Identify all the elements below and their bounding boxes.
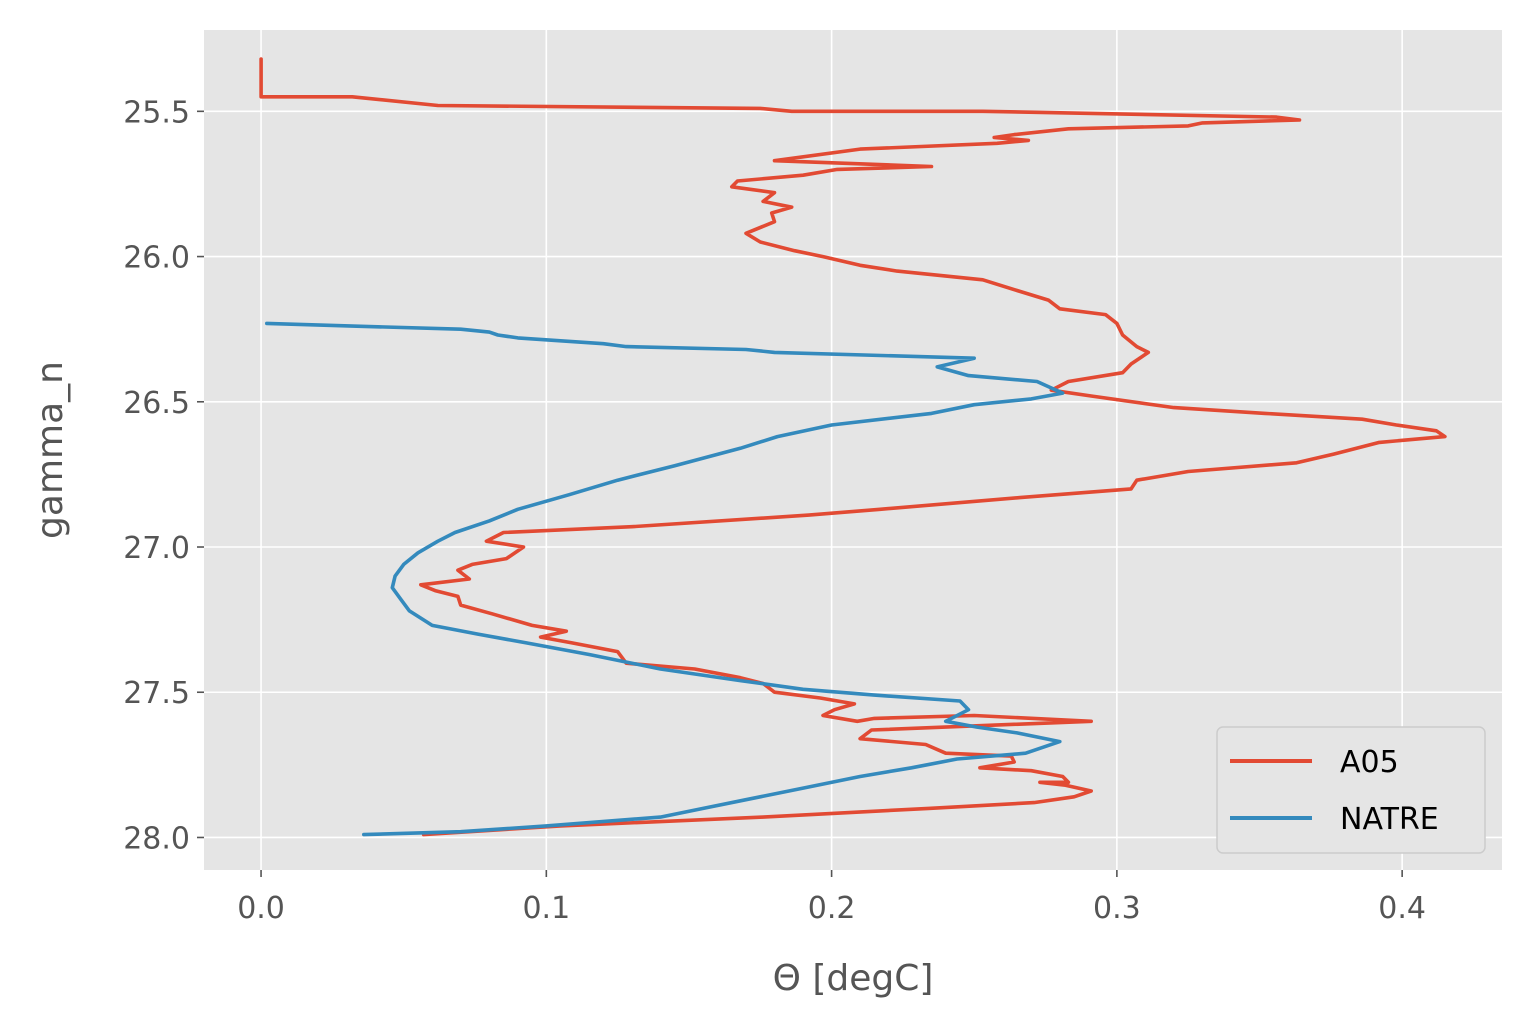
x-axis-ticks: 0.0 0.1 0.2 0.3 0.4 xyxy=(237,870,1426,926)
y-tick-label: 27.5 xyxy=(123,676,190,711)
y-tick-label: 27.0 xyxy=(123,531,190,566)
legend-label-natre: NATRE xyxy=(1340,802,1439,837)
y-tick-label: 25.5 xyxy=(123,95,190,130)
x-tick-label: 0.0 xyxy=(237,891,285,926)
y-tick-label: 28.0 xyxy=(123,821,190,856)
legend: A05 NATRE xyxy=(1216,726,1486,854)
series-line-natre xyxy=(264,321,1065,837)
series-layer xyxy=(259,57,1447,837)
legend-box xyxy=(1216,726,1486,854)
legend-label-a05: A05 xyxy=(1340,745,1399,780)
y-tick-label: 26.0 xyxy=(123,241,190,276)
grid xyxy=(204,30,1502,870)
y-axis-label: gamma_n xyxy=(30,361,71,539)
x-tick-label: 0.4 xyxy=(1378,891,1426,926)
x-tick-label: 0.2 xyxy=(808,891,856,926)
x-axis-label: Θ [degC] xyxy=(773,958,934,999)
x-tick-label: 0.1 xyxy=(522,891,570,926)
y-tick-label: 26.5 xyxy=(123,386,190,421)
y-axis-ticks: 25.5 26.0 26.5 27.0 27.5 28.0 xyxy=(123,95,204,856)
x-tick-label: 0.3 xyxy=(1093,891,1141,926)
series-line-a05 xyxy=(259,57,1447,837)
